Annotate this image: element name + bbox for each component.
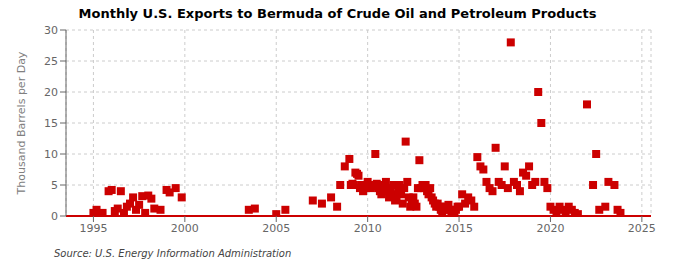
svg-text:Thousand Barrels per Day: Thousand Barrels per Day <box>15 51 28 195</box>
html-text:Monthly U.S. Exports to Bermud: Monthly U.S. Exports to Bermuda of Crude… <box>78 6 597 21</box>
svg-text:15: 15 <box>44 117 58 130</box>
svg-text:1995: 1995 <box>79 222 107 235</box>
svg-text:10: 10 <box>44 148 58 161</box>
svg-text:2005: 2005 <box>262 222 290 235</box>
svg-text:20: 20 <box>44 86 58 99</box>
svg-text:25: 25 <box>44 55 58 68</box>
svg-text:2010: 2010 <box>354 222 382 235</box>
svg-text:2025: 2025 <box>628 222 656 235</box>
html-text:Source: U.S. Energy Informatio: Source: U.S. Energy Information Administ… <box>54 248 292 259</box>
svg-text:0: 0 <box>51 210 58 223</box>
svg-text:5: 5 <box>51 179 58 192</box>
svg-text:2000: 2000 <box>171 222 199 235</box>
svg-text:2015: 2015 <box>445 222 473 235</box>
svg-text:30: 30 <box>44 24 58 37</box>
svg-text:2020: 2020 <box>536 222 564 235</box>
